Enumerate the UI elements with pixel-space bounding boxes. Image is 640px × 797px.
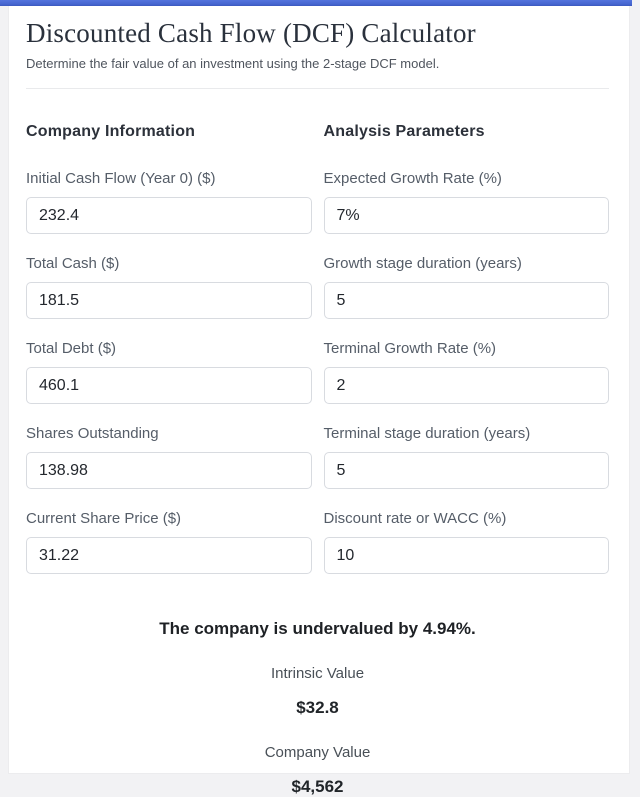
expected-growth-rate-label: Expected Growth Rate (%) xyxy=(323,170,502,188)
page-subtitle: Determine the fair value of an investmen… xyxy=(26,56,440,72)
total-cash-input[interactable] xyxy=(26,282,312,320)
total-debt-label: Total Debt ($) xyxy=(26,340,117,358)
analysis-parameters-section: Analysis Parameters Expected Growth Rate… xyxy=(323,123,609,595)
field-growth-stage-duration: Growth stage duration (years) xyxy=(323,255,609,320)
analysis-parameters-heading: Analysis Parameters xyxy=(323,123,485,141)
field-shares-outstanding: Shares Outstanding xyxy=(26,425,312,490)
field-terminal-growth-rate: Terminal Growth Rate (%) xyxy=(323,340,609,405)
terminal-growth-rate-input[interactable] xyxy=(323,367,609,405)
shares-outstanding-input[interactable] xyxy=(26,452,312,490)
intrinsic-value-amount: $32.8 xyxy=(296,698,339,718)
field-total-debt: Total Debt ($) xyxy=(26,340,312,405)
field-current-share-price: Current Share Price ($) xyxy=(26,510,312,575)
dcf-calculator-card: Discounted Cash Flow (DCF) Calculator De… xyxy=(8,6,630,796)
field-total-cash: Total Cash ($) xyxy=(26,255,312,320)
company-information-heading: Company Information xyxy=(26,123,196,141)
terminal-stage-duration-label: Terminal stage duration (years) xyxy=(323,425,531,443)
initial-cash-flow-label: Initial Cash Flow (Year 0) ($) xyxy=(26,170,216,188)
total-cash-label: Total Cash ($) xyxy=(26,255,120,273)
header-divider xyxy=(26,88,609,90)
shares-outstanding-label: Shares Outstanding xyxy=(26,425,159,443)
terminal-growth-rate-label: Terminal Growth Rate (%) xyxy=(323,340,497,358)
discount-rate-wacc-input[interactable] xyxy=(323,537,609,575)
current-share-price-label: Current Share Price ($) xyxy=(26,510,182,528)
field-expected-growth-rate: Expected Growth Rate (%) xyxy=(323,170,609,235)
intrinsic-value-label: Intrinsic Value xyxy=(270,665,365,683)
growth-stage-duration-input[interactable] xyxy=(323,282,609,320)
growth-stage-duration-label: Growth stage duration (years) xyxy=(323,255,522,273)
total-debt-input[interactable] xyxy=(26,367,312,405)
company-information-section: Company Information Initial Cash Flow (Y… xyxy=(26,123,312,595)
page-title: Discounted Cash Flow (DCF) Calculator xyxy=(26,18,476,48)
field-initial-cash-flow: Initial Cash Flow (Year 0) ($) xyxy=(26,170,312,235)
field-terminal-stage-duration: Terminal stage duration (years) xyxy=(323,425,609,490)
accent-bar xyxy=(0,0,632,6)
company-value-label: Company Value xyxy=(264,744,371,762)
company-value-amount: $4,562 xyxy=(291,777,344,797)
expected-growth-rate-input[interactable] xyxy=(323,197,609,235)
field-discount-rate-wacc: Discount rate or WACC (%) xyxy=(323,510,609,575)
valuation-result-message: The company is undervalued by 4.94%. xyxy=(159,619,476,639)
company-value-stat: Company Value $4,562 xyxy=(26,744,609,797)
intrinsic-value-stat: Intrinsic Value $32.8 xyxy=(26,665,609,718)
terminal-stage-duration-input[interactable] xyxy=(323,452,609,490)
discount-rate-wacc-label: Discount rate or WACC (%) xyxy=(323,510,507,528)
current-share-price-input[interactable] xyxy=(26,537,312,575)
results-section: The company is undervalued by 4.94%. Int… xyxy=(26,619,609,797)
calculator-form: Company Information Initial Cash Flow (Y… xyxy=(26,123,609,595)
initial-cash-flow-input[interactable] xyxy=(26,197,312,235)
